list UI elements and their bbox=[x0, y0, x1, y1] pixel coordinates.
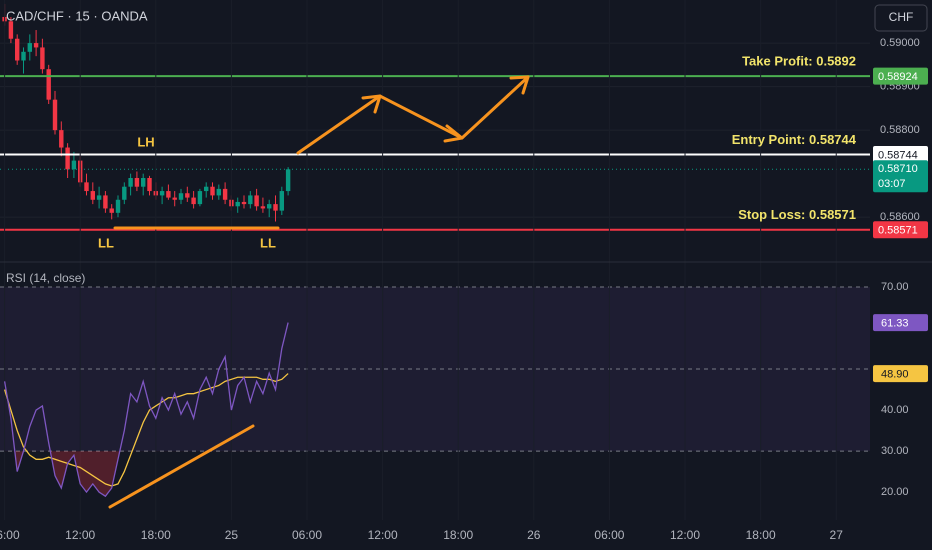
value-tag bbox=[873, 365, 928, 383]
x-tick-label: 12:00 bbox=[368, 528, 398, 542]
x-tick-label: 12:00 bbox=[65, 528, 95, 542]
annotation: LL bbox=[260, 235, 276, 250]
candle-body bbox=[279, 191, 285, 211]
candle-body bbox=[191, 197, 196, 205]
rsi-title: RSI (14, close) bbox=[6, 271, 85, 285]
countdown-label: 03:07 bbox=[878, 178, 906, 190]
value-tag-label: 61.33 bbox=[881, 317, 909, 329]
y-tick-label: 40.00 bbox=[881, 404, 909, 416]
currency-label[interactable]: CHF bbox=[889, 10, 914, 24]
candle-body bbox=[241, 201, 247, 205]
level-label: Take Profit: 0.5892 bbox=[742, 54, 856, 69]
x-tick-label: 18:00 bbox=[746, 528, 776, 542]
y-tick-label: 70.00 bbox=[881, 281, 909, 293]
candle-body bbox=[122, 186, 127, 200]
candle-body bbox=[267, 204, 272, 209]
level-tag-label: 0.58744 bbox=[878, 149, 918, 161]
candle-body bbox=[103, 195, 108, 209]
x-tick-label: 25 bbox=[225, 528, 239, 542]
annotation: LH bbox=[137, 134, 154, 149]
candle-body bbox=[21, 51, 26, 61]
y-tick-label: 0.58800 bbox=[880, 124, 920, 136]
candle-body bbox=[46, 69, 51, 100]
candle-body bbox=[273, 204, 278, 211]
arrowhead bbox=[509, 75, 530, 95]
x-tick-label: 06:00 bbox=[594, 528, 624, 542]
chart-title: CAD/CHF · 15 · OANDA bbox=[6, 8, 148, 23]
y-tick-label: 30.00 bbox=[881, 445, 909, 457]
value-tag bbox=[873, 314, 928, 332]
candle-body bbox=[216, 188, 222, 196]
projection-arrow bbox=[296, 75, 530, 155]
candle-body bbox=[90, 191, 96, 200]
candle-body bbox=[27, 43, 33, 52]
candle-body bbox=[204, 186, 209, 192]
candle-body bbox=[65, 147, 70, 170]
level-tag bbox=[873, 221, 928, 239]
series-line bbox=[3, 322, 289, 498]
level-tag bbox=[873, 146, 928, 164]
level-tag-label: 0.58924 bbox=[878, 71, 918, 83]
arrowhead bbox=[361, 94, 382, 114]
rsi-trendline bbox=[108, 424, 255, 509]
level-label: Entry Point: 0.58744 bbox=[732, 132, 857, 147]
candle-body bbox=[128, 178, 133, 187]
candle-body bbox=[210, 186, 215, 196]
candle-body bbox=[84, 182, 89, 192]
price-tag bbox=[873, 160, 928, 193]
candle-body bbox=[52, 99, 58, 131]
candle-body bbox=[33, 43, 39, 48]
candle-body bbox=[178, 193, 184, 200]
x-tick-label: 18:00 bbox=[443, 528, 473, 542]
annotation: LL bbox=[98, 235, 114, 250]
candle-body bbox=[197, 191, 203, 205]
candle-body bbox=[166, 191, 171, 198]
candle-body bbox=[40, 47, 45, 70]
candle-body bbox=[134, 178, 140, 187]
x-tick-label: 26 bbox=[527, 528, 541, 542]
x-tick-label: 06:00 bbox=[0, 528, 20, 542]
level-label: Stop Loss: 0.58571 bbox=[738, 207, 856, 222]
arrowhead bbox=[443, 124, 464, 143]
candle-body bbox=[8, 21, 14, 39]
value-tag-label: 48.90 bbox=[881, 368, 909, 380]
drawings bbox=[108, 75, 530, 509]
candle-body bbox=[14, 38, 20, 61]
y-tick-label: 20.00 bbox=[881, 486, 909, 498]
candle-body bbox=[59, 130, 64, 148]
candle-body bbox=[235, 201, 240, 207]
candle-body bbox=[115, 199, 121, 213]
price-tag-label: 0.58710 bbox=[878, 163, 918, 175]
candle-body bbox=[172, 197, 177, 200]
candle-body bbox=[159, 191, 165, 196]
candle-body bbox=[109, 208, 114, 213]
candle-body bbox=[260, 206, 266, 209]
candle-body bbox=[185, 193, 190, 198]
y-tick-label: 0.59000 bbox=[880, 37, 920, 49]
level-tag bbox=[873, 67, 928, 85]
candle-body bbox=[96, 195, 102, 200]
candle-body bbox=[285, 169, 291, 192]
y-tick-label: 0.58600 bbox=[880, 211, 920, 223]
plot-area bbox=[0, 3, 870, 498]
candle-body bbox=[71, 160, 77, 170]
x-tick-label: 18:00 bbox=[141, 528, 171, 542]
candle-body bbox=[254, 195, 259, 207]
candle-body bbox=[140, 178, 146, 187]
x-tick-label: 06:00 bbox=[292, 528, 322, 542]
level-tag-label: 0.58571 bbox=[878, 225, 918, 237]
x-tick-label: 27 bbox=[830, 528, 844, 542]
currency-button[interactable] bbox=[874, 4, 928, 32]
candle-body bbox=[147, 178, 152, 192]
candle-body bbox=[248, 195, 253, 205]
candle-body bbox=[222, 188, 228, 200]
x-tick-label: 12:00 bbox=[670, 528, 700, 542]
